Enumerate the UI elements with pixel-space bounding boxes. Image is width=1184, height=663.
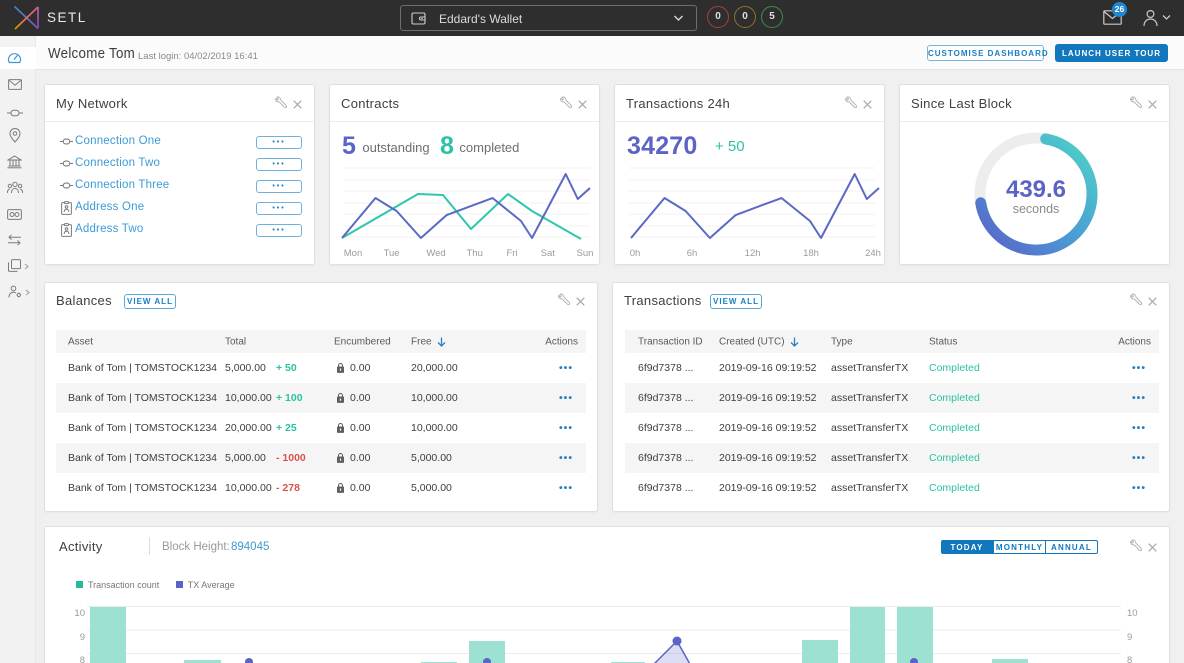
svg-text:10: 10 bbox=[74, 608, 85, 619]
svg-text:8: 8 bbox=[1127, 655, 1132, 663]
svg-text:Tue: Tue bbox=[384, 248, 400, 259]
svg-text:12h: 12h bbox=[745, 248, 761, 259]
svg-text:9: 9 bbox=[1127, 632, 1132, 643]
svg-text:8: 8 bbox=[80, 655, 85, 663]
svg-text:6h: 6h bbox=[687, 248, 698, 259]
svg-text:0h: 0h bbox=[630, 248, 641, 259]
svg-text:seconds: seconds bbox=[1013, 202, 1060, 216]
svg-text:Wed: Wed bbox=[426, 248, 445, 259]
svg-text:18h: 18h bbox=[803, 248, 819, 259]
svg-text:Thu: Thu bbox=[467, 248, 483, 259]
svg-text:9: 9 bbox=[80, 632, 85, 643]
svg-text:Sun: Sun bbox=[577, 248, 594, 259]
svg-text:Mon: Mon bbox=[344, 248, 362, 259]
svg-text:10: 10 bbox=[1127, 608, 1138, 619]
svg-text:439.6: 439.6 bbox=[1006, 176, 1066, 203]
svg-text:Sat: Sat bbox=[541, 248, 556, 259]
svg-text:Fri: Fri bbox=[506, 248, 517, 259]
svg-text:24h: 24h bbox=[865, 248, 881, 259]
